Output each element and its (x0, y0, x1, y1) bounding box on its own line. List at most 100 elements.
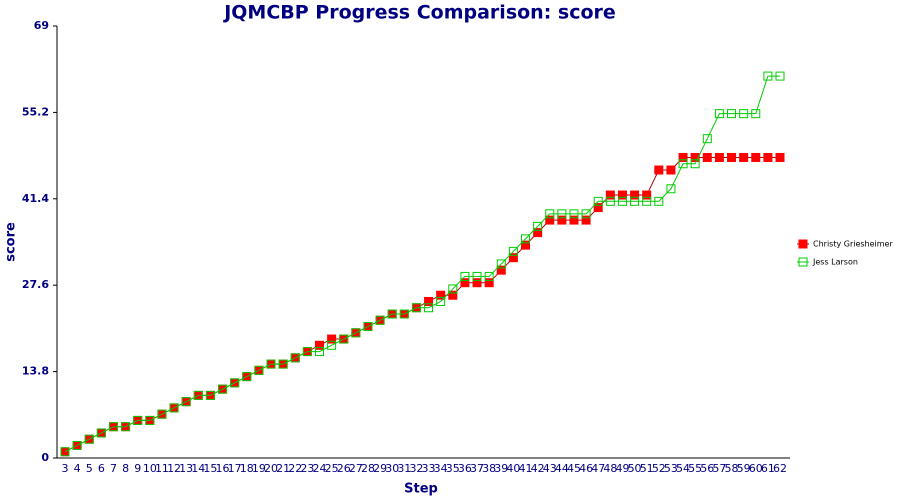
data-point (533, 228, 543, 238)
data-point (84, 434, 94, 444)
data-point (230, 378, 240, 388)
data-point (387, 309, 397, 319)
data-point (339, 334, 349, 344)
x-tick-label: 29 (373, 462, 387, 475)
data-point (496, 259, 506, 269)
data-point (145, 415, 155, 425)
data-point (739, 152, 749, 162)
data-point (739, 109, 749, 119)
data-point (642, 190, 652, 200)
x-tick-label: 8 (122, 462, 129, 475)
x-tick-label: 10 (143, 462, 157, 475)
data-point (666, 184, 676, 194)
data-point (460, 271, 470, 281)
data-point (727, 152, 737, 162)
data-point (484, 271, 494, 281)
x-tick-label: 42 (531, 462, 545, 475)
data-point (763, 152, 773, 162)
x-tick-label: 9 (134, 462, 141, 475)
data-point (314, 347, 324, 357)
data-point (424, 303, 434, 313)
data-point (133, 415, 143, 425)
data-point (751, 152, 761, 162)
x-tick-label: 14 (191, 462, 205, 475)
x-axis-label: Step (404, 482, 438, 497)
x-tick-label: 35 (446, 462, 460, 475)
data-point (630, 190, 640, 200)
x-tick-label: 13 (179, 462, 193, 475)
data-point (557, 209, 567, 219)
data-point (193, 390, 203, 400)
x-tick-label: 47 (591, 462, 605, 475)
data-point (702, 134, 712, 144)
data-point (533, 221, 543, 231)
y-tick-label: 13.8 (22, 365, 49, 378)
x-tick-label: 62 (773, 462, 787, 475)
data-point (242, 372, 252, 382)
data-point (327, 340, 337, 350)
data-point (751, 109, 761, 119)
data-point (775, 71, 785, 81)
data-point (521, 234, 531, 244)
chart-title: JQMCBP Progress Comparison: score (222, 2, 616, 24)
x-tick-label: 30 (385, 462, 399, 475)
data-point (472, 278, 482, 288)
data-point (472, 271, 482, 281)
data-point (218, 384, 228, 394)
x-tick-label: 33 (422, 462, 436, 475)
data-point (436, 296, 446, 306)
x-tick-label: 50 (628, 462, 642, 475)
legend-marker (798, 239, 808, 249)
x-tick-label: 56 (700, 462, 714, 475)
data-point (569, 215, 579, 225)
data-point (448, 290, 458, 300)
data-point (508, 253, 518, 263)
series-line (64, 75, 780, 453)
data-point (581, 209, 591, 219)
x-tick-label: 51 (640, 462, 654, 475)
legend-label: Jess Larson (812, 258, 858, 267)
data-point (666, 165, 676, 175)
data-point (278, 359, 288, 369)
data-point (169, 403, 179, 413)
y-tick-label: 27.6 (22, 278, 49, 291)
x-tick-label: 60 (749, 462, 763, 475)
x-tick-label: 61 (761, 462, 775, 475)
legend-marker (798, 257, 808, 267)
y-tick-label: 55.2 (22, 105, 49, 118)
data-point (763, 71, 773, 81)
data-point (72, 440, 82, 450)
data-point (496, 265, 506, 275)
y-axis-label: score (4, 222, 19, 262)
data-point (436, 290, 446, 300)
data-point (714, 152, 724, 162)
x-tick-label: 46 (579, 462, 593, 475)
data-point (545, 215, 555, 225)
data-point (714, 109, 724, 119)
data-point (205, 390, 215, 400)
x-tick-label: 58 (725, 462, 739, 475)
data-point (617, 190, 627, 200)
x-tick-label: 7 (110, 462, 117, 475)
x-tick-label: 24 (312, 462, 326, 475)
x-tick-label: 45 (567, 462, 581, 475)
data-point (460, 278, 470, 288)
x-tick-label: 4 (74, 462, 81, 475)
data-point (581, 215, 591, 225)
x-tick-label: 22 (288, 462, 302, 475)
data-point (642, 196, 652, 206)
data-point (96, 428, 106, 438)
data-point (605, 190, 615, 200)
x-tick-label: 27 (349, 462, 363, 475)
data-point (484, 278, 494, 288)
x-tick-label: 38 (482, 462, 496, 475)
data-point (157, 409, 167, 419)
data-point (351, 328, 361, 338)
x-tick-label: 39 (494, 462, 508, 475)
data-point (545, 209, 555, 219)
data-point (593, 203, 603, 213)
data-point (654, 165, 664, 175)
x-tick-label: 44 (555, 462, 569, 475)
data-point (557, 215, 567, 225)
